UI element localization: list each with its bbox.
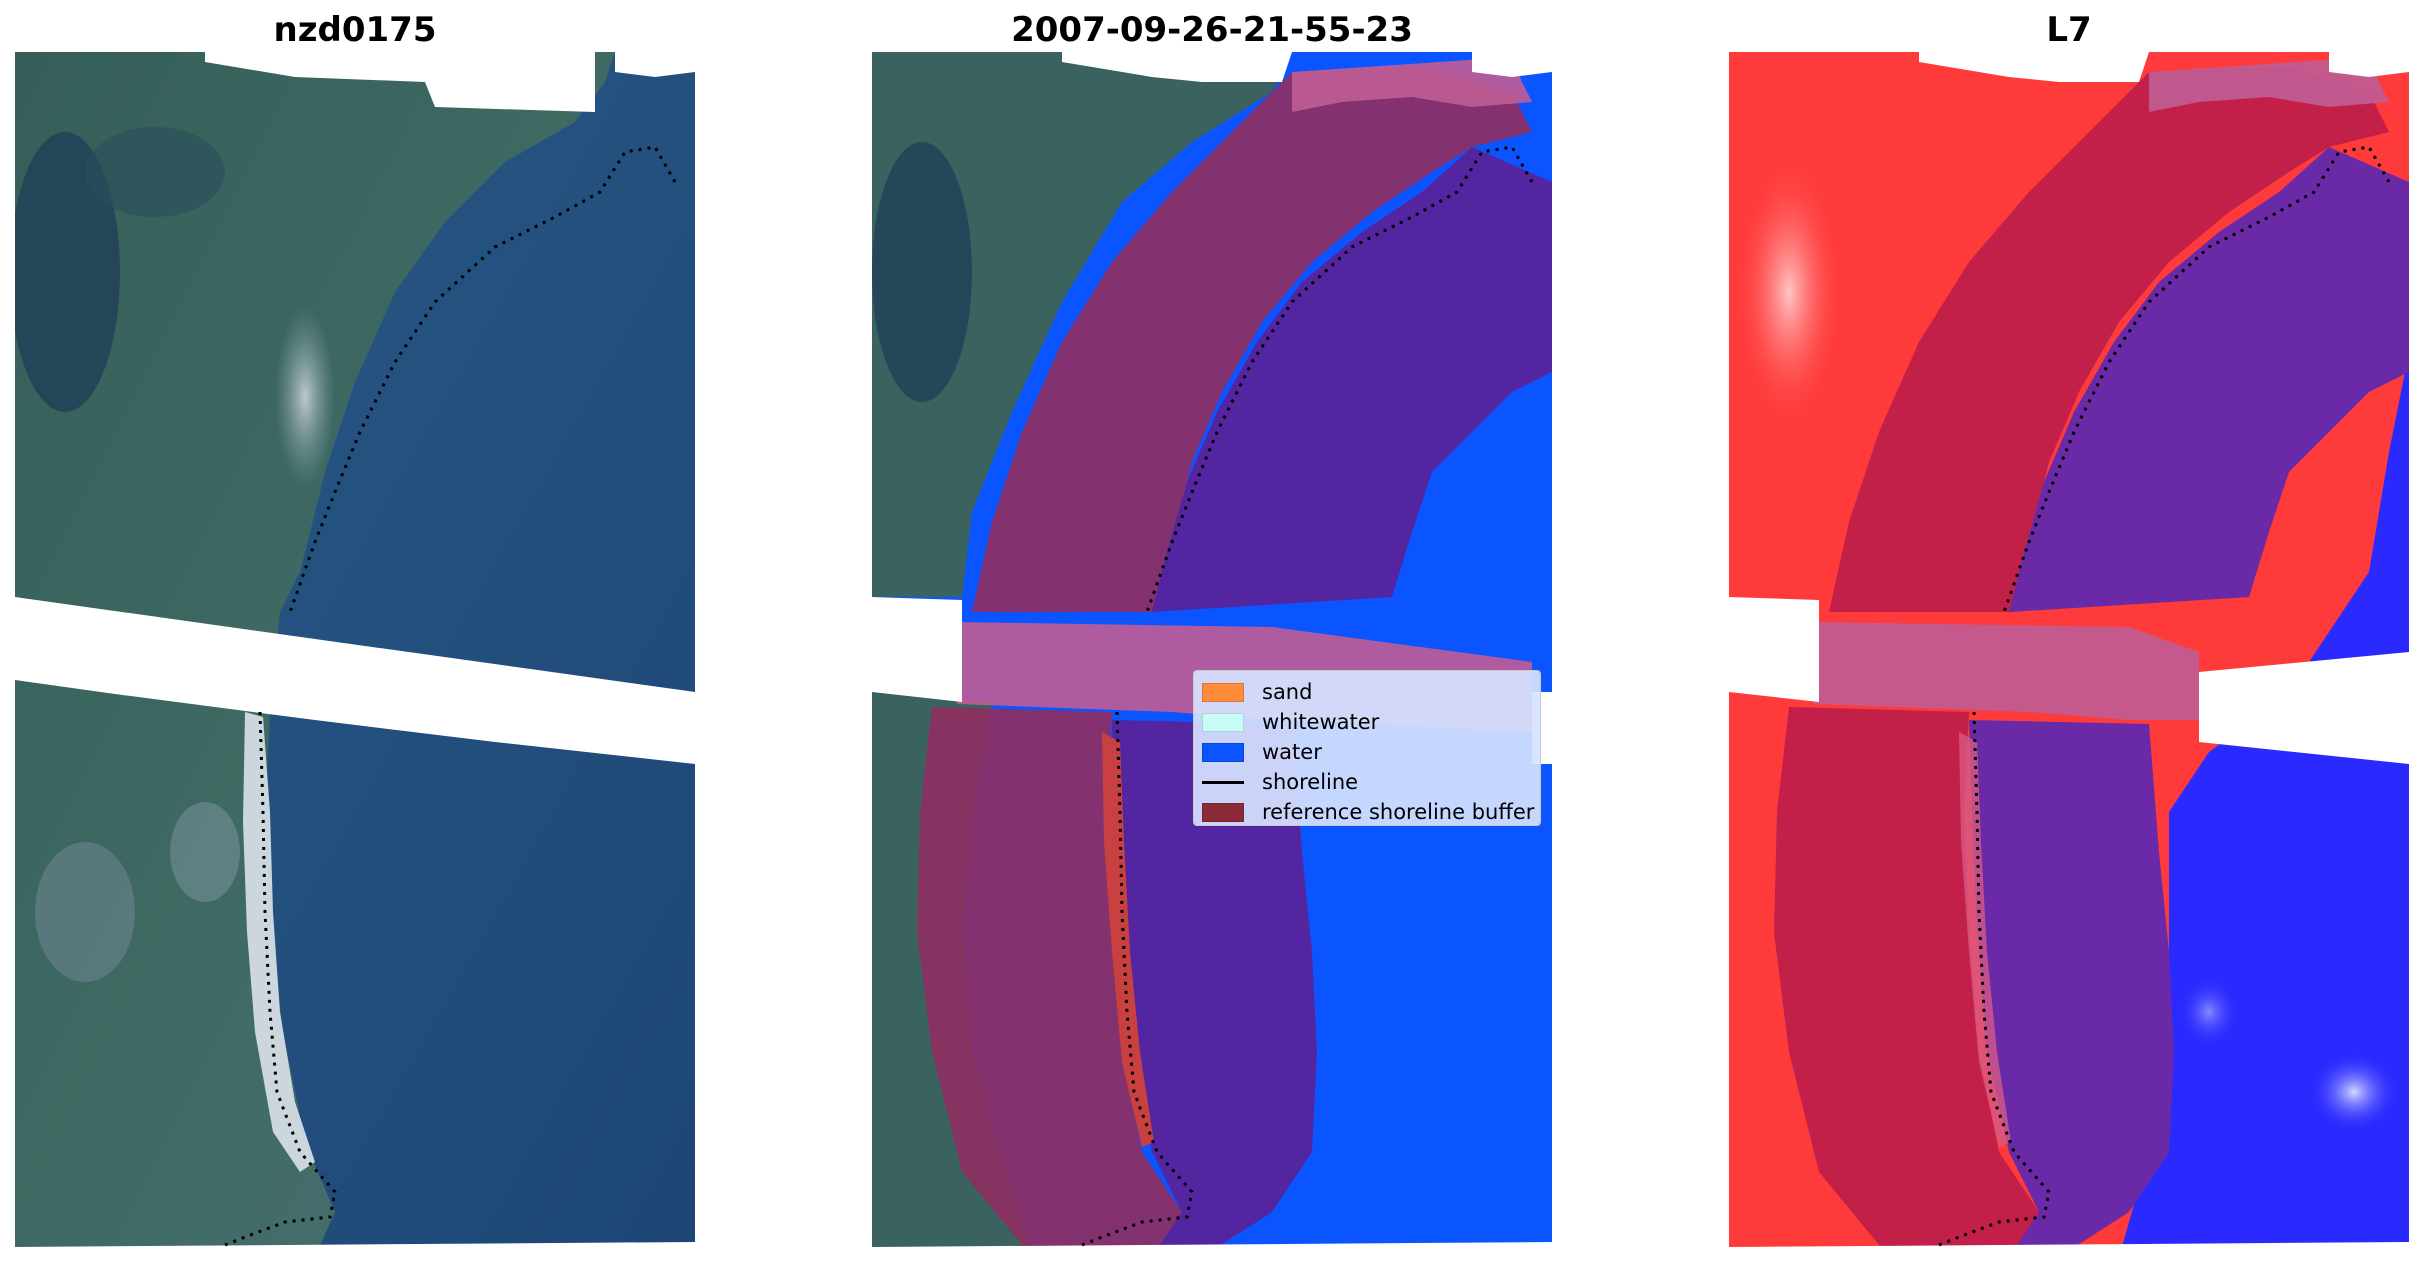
rgb-satellite-image [15, 52, 695, 1274]
nodata-strip [872, 597, 962, 702]
grey-field [170, 802, 240, 902]
legend-label: shoreline [1262, 770, 1359, 794]
legend-label: whitewater [1262, 710, 1380, 734]
nodata-bottom [15, 1242, 695, 1274]
water-within-buffer [1152, 147, 1552, 612]
panel-title-rgb: nzd0175 [273, 10, 437, 50]
beach-glow [275, 307, 335, 487]
water-within-buffer [1112, 720, 1317, 1257]
nodata-strip [2199, 652, 2409, 764]
legend-item-reference-buffer: reference shoreline buffer [1202, 797, 1535, 827]
reference-shoreline-buffer [1829, 67, 2389, 612]
dark-vegetation [85, 127, 225, 217]
nodata-top [1062, 52, 1292, 82]
index-bright-water [2309, 1052, 2399, 1132]
legend-swatch-reference-buffer [1202, 802, 1244, 822]
buffer-strip [1814, 622, 2199, 720]
reference-shoreline-buffer [1774, 707, 2039, 1257]
legend-swatch-sand [1202, 682, 1244, 702]
nodata-top-right [615, 52, 695, 77]
panel-title-index: L7 [2046, 10, 2092, 50]
legend-item-shoreline: shoreline [1202, 767, 1532, 797]
nodata-strip [1729, 597, 1819, 702]
nodata-bottom [872, 1242, 1552, 1274]
nodata-bottom [1729, 1242, 2409, 1274]
shoreline-line [288, 145, 677, 613]
legend-label: sand [1262, 680, 1313, 704]
legend-swatch-shoreline [1202, 780, 1244, 784]
nodata-top-right [2329, 52, 2409, 77]
shoreline-line [1145, 145, 1534, 613]
shoreline-line [2002, 145, 2391, 613]
nodata-strip [15, 597, 695, 764]
grey-field [35, 842, 135, 982]
reference-shoreline-buffer [917, 707, 1182, 1257]
index-image [1729, 52, 2409, 1274]
classified-image [872, 52, 1552, 1274]
legend: sand whitewater water shoreline referenc… [1193, 670, 1541, 826]
nodata-top-right [1472, 52, 1552, 77]
water-within-buffer [1969, 720, 2174, 1257]
beach-sand [243, 712, 315, 1172]
reference-shoreline-buffer [972, 67, 1532, 612]
legend-item-water: water [1202, 737, 1532, 767]
beach-highlight [1959, 732, 2011, 1147]
land-area [872, 52, 1292, 597]
nodata-top [1919, 52, 2149, 82]
index-bright-water [2179, 977, 2239, 1047]
legend-label: reference shoreline buffer [1262, 800, 1535, 824]
legend-item-sand: sand [1202, 677, 1532, 707]
dark-vegetation [872, 142, 972, 402]
legend-swatch-whitewater [1202, 712, 1244, 732]
nodata-top [205, 52, 595, 112]
panel-title-classified: 2007-09-26-21-55-23 [1011, 10, 1413, 50]
legend-item-whitewater: whitewater [1202, 707, 1532, 737]
sand-class [1102, 732, 1154, 1147]
water-within-buffer [2009, 147, 2409, 612]
legend-label: water [1262, 740, 1322, 764]
dark-vegetation [15, 132, 120, 412]
land-area [15, 52, 615, 1257]
index-bright-area [1734, 152, 1844, 432]
legend-swatch-water [1202, 742, 1244, 762]
